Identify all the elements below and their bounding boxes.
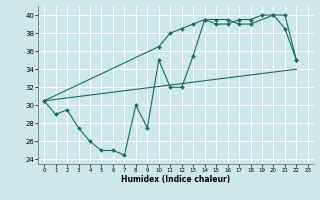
X-axis label: Humidex (Indice chaleur): Humidex (Indice chaleur): [121, 175, 231, 184]
